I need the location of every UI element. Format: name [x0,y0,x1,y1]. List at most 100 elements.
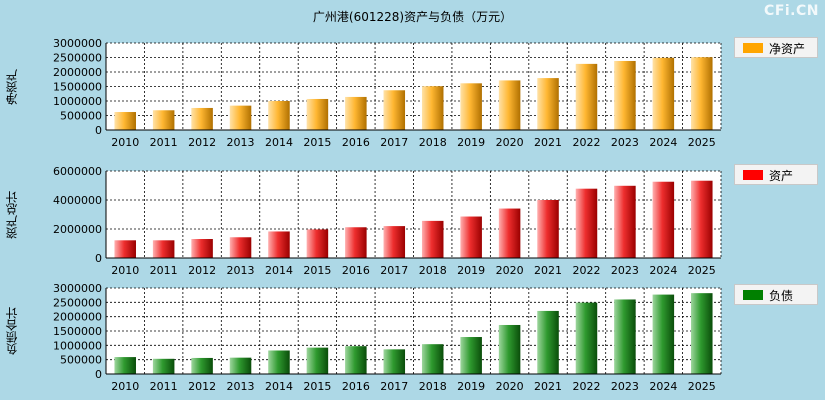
net-assets-bar-2013 [229,105,252,130]
legend-swatch-total-assets [743,170,763,180]
net-assets-xtick-label: 2017 [380,136,408,149]
legend-swatch-net-assets [743,43,763,53]
total-assets-xtick-label: 2020 [496,264,524,277]
net-assets-ytick-label: 2500000 [53,52,102,65]
total-assets-xtick-label: 2014 [265,264,293,277]
net-assets-bar-2015 [306,98,329,130]
chart-title: 广州港(601228)资产与负债（万元） [312,10,513,24]
total-liabilities-bar-2018 [421,344,444,374]
total-assets-bar-2012 [191,239,213,258]
net-assets-bar-2025 [691,57,713,130]
total-assets-bar-2017 [383,226,406,258]
total-liabilities-xtick-label: 2022 [572,380,600,393]
total-assets-bar-2019 [460,216,482,258]
net-assets-xtick-label: 2024 [649,136,677,149]
net-assets-bar-2022 [575,63,598,130]
net-assets-xtick-label: 2023 [611,136,639,149]
total-assets-bar-2011 [152,240,175,258]
total-liabilities-bar-2012 [191,357,213,374]
total-liabilities-xtick-label: 2019 [457,380,485,393]
total-liabilities-xtick-label: 2016 [342,380,370,393]
net-assets-bar-2020 [498,80,521,130]
net-assets-xtick-label: 2014 [265,136,293,149]
total-liabilities-ytick-label: 2500000 [53,296,102,309]
total-assets-ytick-label: 4000000 [53,194,102,207]
total-liabilities-bar-2010 [114,357,136,374]
total-assets-xtick-label: 2012 [188,264,216,277]
legend-label-net-assets: 净资产 [769,42,806,56]
total-liabilities-xtick-label: 2011 [150,380,178,393]
net-assets-bar-2011 [152,110,175,130]
total-assets-bar-2016 [345,227,367,258]
legend-net-assets: 净资产 [734,37,818,58]
total-assets-xtick-label: 2021 [534,264,562,277]
total-assets-xtick-label: 2016 [342,264,370,277]
total-liabilities-bar-2014 [268,350,290,374]
total-assets-xtick-label: 2010 [111,264,139,277]
total-liabilities-bar-2022 [575,302,598,374]
legend-total-assets: 资产 [734,164,818,185]
total-assets-xtick-label: 2025 [688,264,716,277]
total-assets-xtick-label: 2022 [572,264,600,277]
total-liabilities-xtick-label: 2021 [534,380,562,393]
total-liabilities-xtick-label: 2017 [380,380,408,393]
total-liabilities-bar-2024 [652,294,675,374]
total-assets-bar-2014 [268,231,290,258]
total-liabilities-ytick-label: 1500000 [53,325,102,338]
net-assets-bar-2018 [421,86,444,130]
total-liabilities-bar-2021 [537,310,559,374]
net-assets-xtick-label: 2016 [342,136,370,149]
total-liabilities-xtick-label: 2018 [419,380,447,393]
total-assets-xtick-label: 2019 [457,264,485,277]
net-assets-ytick-label: 2000000 [53,66,102,79]
total-assets-xtick-label: 2017 [380,264,408,277]
net-assets-xtick-label: 2011 [150,136,178,149]
total-assets-bar-2013 [229,237,252,258]
net-assets-ytick-label: 1500000 [53,81,102,94]
legend-total-liabilities: 负债 [734,284,818,305]
net-assets-bar-2014 [268,101,290,130]
total-liabilities-xtick-label: 2020 [496,380,524,393]
total-assets-bar-2010 [114,240,136,258]
net-assets-bar-2021 [537,78,559,130]
total-assets-bar-2018 [421,220,444,258]
total-liabilities-ytick-label: 3000000 [53,282,102,295]
total-liabilities-xtick-label: 2012 [188,380,216,393]
total-liabilities-ytick-label: 1000000 [53,339,102,352]
net-assets-ytick-label: 3000000 [53,37,102,50]
total-assets-xtick-label: 2024 [649,264,677,277]
total-liabilities-xtick-label: 2013 [227,380,255,393]
net-assets-bar-2017 [383,90,406,130]
net-assets-bar-2019 [460,83,482,130]
net-assets-bar-2010 [114,112,136,130]
net-assets-xtick-label: 2018 [419,136,447,149]
net-assets-xtick-label: 2010 [111,136,139,149]
total-liabilities-bar-2019 [460,337,482,374]
total-assets-xtick-label: 2023 [611,264,639,277]
total-liabilities-xtick-label: 2015 [303,380,331,393]
net-assets-bar-2016 [345,96,367,130]
net-assets-xtick-label: 2012 [188,136,216,149]
total-liabilities-bar-2015 [306,347,329,374]
total-liabilities-xtick-label: 2014 [265,380,293,393]
total-assets-bar-2024 [652,181,675,258]
total-assets-bar-2015 [306,229,329,258]
total-assets-xtick-label: 2018 [419,264,447,277]
total-assets-bar-2022 [575,188,598,258]
total-liabilities-bar-2011 [152,358,175,374]
total-assets-ytick-label: 2000000 [53,223,102,236]
legend-label-total-assets: 资产 [769,169,794,183]
total-liabilities-ytick-label: 500000 [60,354,102,367]
total-assets-xtick-label: 2015 [303,264,331,277]
total-liabilities-bar-2020 [498,324,521,374]
total-liabilities-xtick-label: 2024 [649,380,677,393]
total-liabilities-xtick-label: 2023 [611,380,639,393]
net-assets-xtick-label: 2015 [303,136,331,149]
total-liabilities-ytick-label: 0 [95,368,102,381]
net-assets-xtick-label: 2025 [688,136,716,149]
net-assets-xtick-label: 2021 [534,136,562,149]
net-assets-bar-2012 [191,107,213,130]
total-liabilities-bar-2016 [345,346,367,374]
